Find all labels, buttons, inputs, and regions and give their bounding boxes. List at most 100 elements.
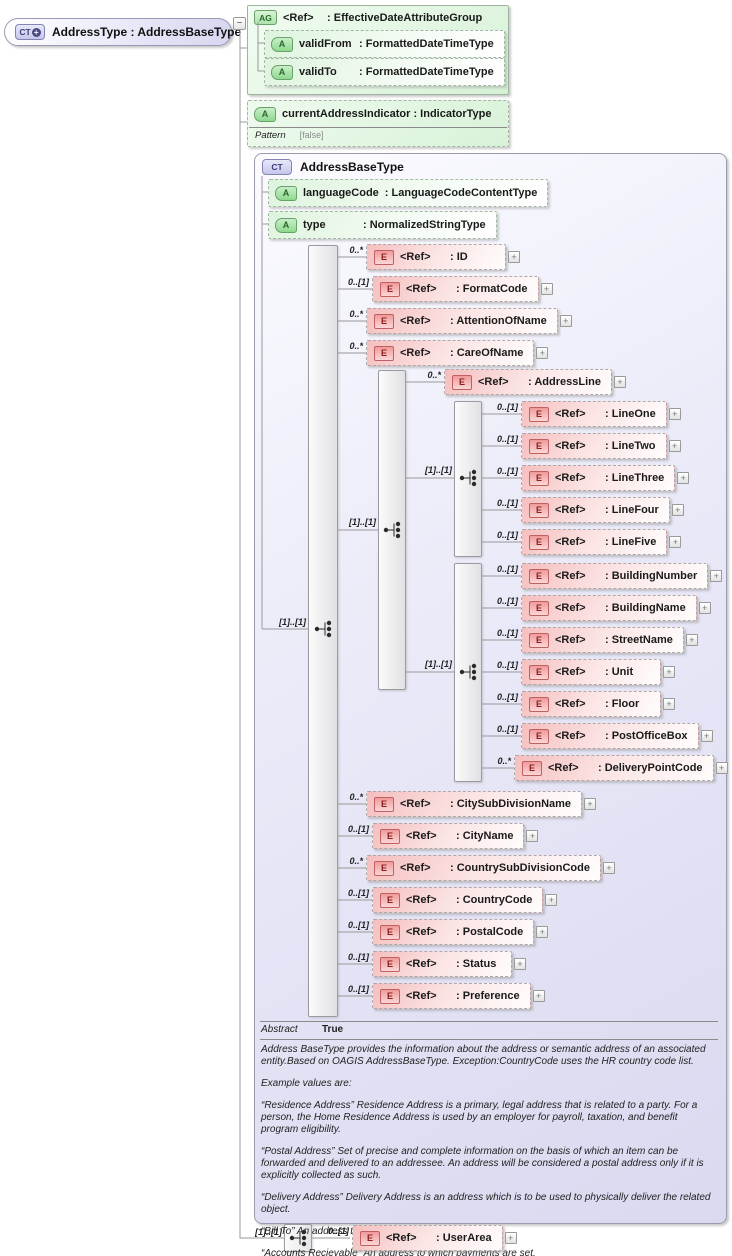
expand-icon[interactable]: + <box>584 798 597 810</box>
attribute-currentaddressindicator[interactable]: A currentAddressIndicator : IndicatorTyp… <box>247 100 509 147</box>
element-status[interactable]: E <Ref>: Status + <box>372 951 526 977</box>
element-userarea[interactable]: E <Ref>: UserArea + <box>352 1225 517 1251</box>
root-type-node[interactable]: CT + AddressType : AddressBaseType <box>4 18 241 46</box>
expand-icon[interactable]: + <box>536 347 549 359</box>
expand-icon[interactable]: + <box>602 862 615 874</box>
attribute-validto[interactable]: A validTo : FormattedDateTimeType <box>264 58 505 86</box>
expand-icon[interactable]: + <box>663 698 675 710</box>
expand-icon[interactable]: + <box>532 990 545 1002</box>
doc-paragraph: Address BaseType provides the informatio… <box>261 1044 706 1067</box>
element-streetname[interactable]: E <Ref>: StreetName + <box>521 627 698 653</box>
element-preference[interactable]: E <Ref>: Preference + <box>372 983 545 1009</box>
element-countrycode[interactable]: E <Ref>: CountryCode + <box>372 887 558 913</box>
element-attentionofname[interactable]: E <Ref>: AttentionOfName + <box>366 308 572 334</box>
cardinality-label: 0..[1] <box>496 466 518 476</box>
attribute-name: validTo <box>299 66 337 78</box>
attribute-type: : LanguageCodeContentType <box>384 187 538 199</box>
expand-icon[interactable]: + <box>545 894 558 906</box>
expand-icon[interactable]: + <box>508 251 520 263</box>
attribute-name: currentAddressIndicator : IndicatorType <box>282 108 492 120</box>
element-ref: <Ref> <box>478 376 509 388</box>
element-id[interactable]: E <Ref>: ID + <box>366 244 520 270</box>
element-name: : FormatCode <box>456 283 528 295</box>
expand-icon[interactable]: + <box>540 283 553 295</box>
element-linefive[interactable]: E <Ref>: LineFive + <box>521 529 682 555</box>
element-cityname[interactable]: E <Ref>: CityName + <box>372 823 539 849</box>
complex-type-icon: CT + <box>15 24 45 40</box>
element-deliverypointcode[interactable]: E <Ref>: DeliveryPointCode + <box>514 755 728 781</box>
attribute-name: type <box>303 219 326 231</box>
attribute-validfrom[interactable]: A validFrom : FormattedDateTimeType <box>264 30 505 58</box>
expand-icon[interactable]: + <box>700 730 713 742</box>
expand-icon[interactable]: + <box>685 634 698 646</box>
expand-icon[interactable]: + <box>668 440 681 452</box>
sequence-bar-lines <box>454 401 482 557</box>
element-formatcode[interactable]: E <Ref>: FormatCode + <box>372 276 553 302</box>
element-icon: E <box>374 860 394 876</box>
expand-icon[interactable]: + <box>671 504 684 516</box>
element-citysubdivisionname[interactable]: E <Ref>: CitySubDivisionName + <box>366 791 597 817</box>
element-icon: E <box>529 664 549 680</box>
expand-icon[interactable]: + <box>669 536 682 548</box>
divider <box>260 1021 718 1022</box>
element-linetwo[interactable]: E <Ref>: LineTwo + <box>521 433 681 459</box>
element-ref: <Ref> <box>406 830 437 842</box>
element-addressline[interactable]: E <Ref>: AddressLine + <box>444 369 626 395</box>
element-careofname[interactable]: E <Ref>: CareOfName + <box>366 340 549 366</box>
element-ref: <Ref> <box>555 602 586 614</box>
element-icon: E <box>529 632 549 648</box>
expand-icon[interactable]: + <box>613 376 626 388</box>
cardinality-label: 0..* <box>497 756 511 766</box>
cardinality-label: 0..[1] <box>496 724 518 734</box>
expand-icon[interactable]: + <box>526 830 539 842</box>
element-ref: <Ref> <box>555 408 586 420</box>
element-icon: E <box>529 438 549 454</box>
expand-icon[interactable]: + <box>710 570 723 582</box>
element-postalcode[interactable]: E <Ref>: PostalCode + <box>372 919 549 945</box>
element-icon: E <box>380 956 400 972</box>
cardinality-label: 0..* <box>349 792 363 802</box>
expand-icon[interactable]: + <box>514 958 526 970</box>
attribute-languagecode[interactable]: A languageCode : LanguageCodeContentType <box>268 179 549 207</box>
expand-icon[interactable]: + <box>663 666 675 678</box>
element-lineone[interactable]: E <Ref>: LineOne + <box>521 401 681 427</box>
expand-icon[interactable]: + <box>559 315 572 327</box>
base-type-title-row: CT AddressBaseType <box>262 159 404 175</box>
element-linefour[interactable]: E <Ref>: LineFour + <box>521 497 684 523</box>
expand-icon[interactable]: + <box>677 472 690 484</box>
cardinality-label: 0..[1] <box>496 402 518 412</box>
element-icon: E <box>529 568 549 584</box>
element-name: : PostalCode <box>456 926 524 938</box>
attribute-group-name: : EffectiveDateAttributeGroup <box>327 11 483 24</box>
attribute-group-ref: <Ref> <box>283 11 314 24</box>
expand-icon[interactable]: + <box>698 602 711 614</box>
expand-icon[interactable]: + <box>536 926 549 938</box>
element-postofficebox[interactable]: E <Ref>: PostOfficeBox + <box>521 723 713 749</box>
element-buildingnumber[interactable]: E <Ref>: BuildingNumber + <box>521 563 723 589</box>
element-ref: <Ref> <box>406 926 437 938</box>
facet-row: Pattern [false] <box>249 127 507 143</box>
element-floor[interactable]: E <Ref>: Floor + <box>521 691 675 717</box>
collapse-icon[interactable]: − <box>233 17 246 30</box>
element-unit[interactable]: E <Ref>: Unit + <box>521 659 675 685</box>
element-ref: <Ref> <box>555 536 586 548</box>
element-buildingname[interactable]: E <Ref>: BuildingName + <box>521 595 711 621</box>
expand-icon[interactable]: + <box>715 762 728 774</box>
cardinality-label: 0..[1] <box>496 498 518 508</box>
abstract-value: True <box>322 1024 344 1035</box>
abstract-label: Abstract <box>261 1024 298 1035</box>
cardinality-label: 0..* <box>349 341 363 351</box>
expand-icon[interactable]: + <box>668 408 681 420</box>
element-icon: E <box>529 728 549 744</box>
element-name: : LineThree <box>605 472 665 484</box>
attribute-icon: A <box>254 106 276 122</box>
attribute-icon: A <box>275 185 297 201</box>
attribute-type-attr[interactable]: A type : NormalizedStringType <box>268 211 497 239</box>
element-countrysubdivisioncode[interactable]: E <Ref>: CountrySubDivisionCode + <box>366 855 615 881</box>
expand-icon[interactable]: + <box>504 1232 517 1244</box>
element-name: : Unit <box>605 666 634 678</box>
element-linethree[interactable]: E <Ref>: LineThree + <box>521 465 690 491</box>
element-icon: E <box>374 249 394 265</box>
doc-paragraph: “Residence Address” Residence Address is… <box>261 1100 698 1135</box>
